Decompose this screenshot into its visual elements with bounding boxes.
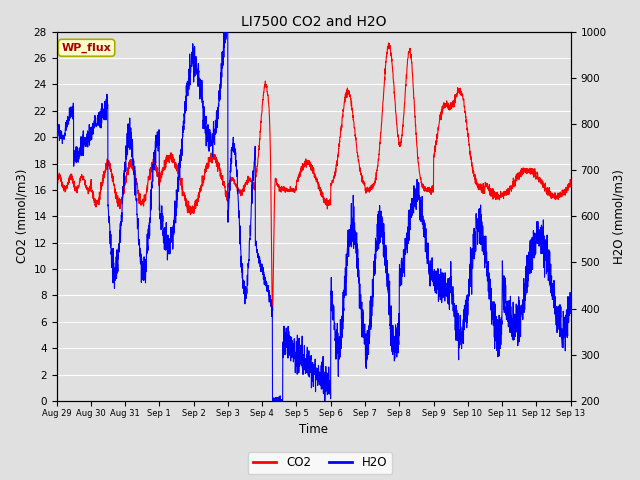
Y-axis label: CO2 (mmol/m3): CO2 (mmol/m3) xyxy=(15,169,28,264)
Title: LI7500 CO2 and H2O: LI7500 CO2 and H2O xyxy=(241,15,387,29)
X-axis label: Time: Time xyxy=(299,423,328,436)
Y-axis label: H2O (mmol/m3): H2O (mmol/m3) xyxy=(612,169,625,264)
Text: WP_flux: WP_flux xyxy=(61,43,111,53)
Legend: CO2, H2O: CO2, H2O xyxy=(248,452,392,474)
